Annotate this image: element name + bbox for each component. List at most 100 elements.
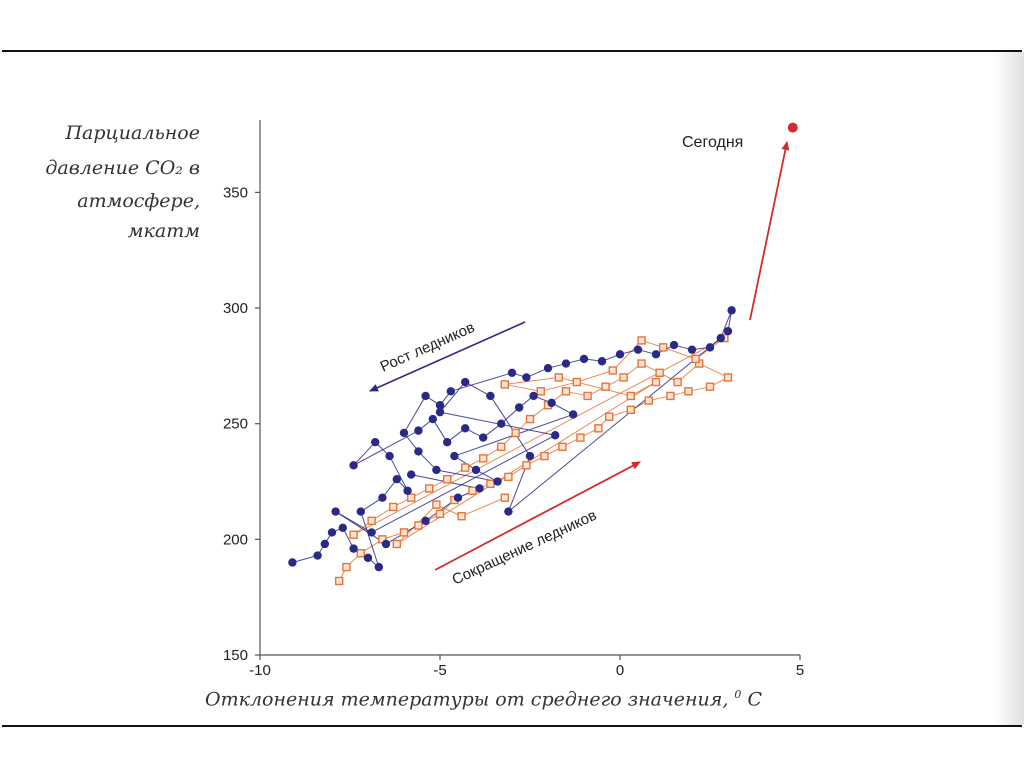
x-tick-label: -5 [433, 662, 446, 679]
orange-data-point [583, 391, 592, 401]
blue-data-point [615, 350, 625, 359]
y-axis-label-line-3: атмосфере, [77, 190, 200, 212]
orange-data-point [479, 454, 488, 463]
orange-data-point [457, 512, 466, 521]
blue-data-point [504, 507, 513, 516]
blue-series-segment [464, 381, 491, 397]
blue-series-segment [439, 381, 466, 413]
blue-series-segment [403, 395, 427, 434]
blue-data-point [561, 359, 571, 368]
blue-data-point [551, 431, 560, 440]
y-tick-label: 300 [223, 300, 248, 317]
orange-series-segment [576, 370, 613, 383]
x-axis-label-degree: 0 [734, 688, 742, 701]
blue-series-segment [720, 310, 733, 339]
blue-series-segment [292, 555, 318, 563]
blue-data-point [453, 493, 463, 502]
orange-data-point [626, 405, 635, 415]
blue-data-point [461, 424, 470, 433]
blue-data-point [421, 391, 430, 401]
x-axis-label: Отклонения температуры от среднего значе… [205, 688, 762, 710]
blue-data-point [407, 470, 416, 479]
orange-data-point [637, 336, 646, 345]
orange-data-point [554, 373, 563, 382]
orange-data-point [644, 396, 653, 405]
blue-data-point [461, 377, 470, 387]
orange-data-point [605, 412, 614, 421]
blue-data-point [727, 306, 736, 315]
blue-series-segment [360, 497, 383, 513]
orange-data-point [497, 442, 506, 452]
blue-data-point [414, 426, 423, 435]
today-point [787, 122, 798, 133]
orange-data-point [723, 373, 733, 382]
glacier-retreat-label: Сокращение ледников [450, 507, 600, 589]
blue-data-point [356, 507, 365, 516]
orange-series-segment [698, 363, 729, 378]
blue-data-point [479, 433, 488, 442]
orange-data-point [540, 451, 549, 461]
blue-data-point [705, 343, 715, 352]
orange-series-segment [558, 376, 631, 397]
orange-data-point [558, 442, 567, 452]
x-axis-label-text: Отклонения температуры от среднего значе… [205, 688, 735, 711]
y-tick-label: 250 [223, 416, 248, 433]
orange-data-point [342, 562, 351, 572]
y-axis-label-line-4: мкатм [127, 220, 200, 242]
blue-data-point [288, 558, 297, 567]
blue-series-segment [353, 430, 419, 466]
orange-data-point [414, 521, 423, 530]
blue-data-point [471, 465, 481, 475]
blue-series-segment [371, 434, 556, 533]
orange-data-point [608, 366, 617, 375]
blue-data-point [497, 419, 506, 428]
orange-data-point [504, 472, 513, 482]
blue-data-point [486, 391, 495, 401]
blue-data-point [633, 345, 643, 354]
x-tick-label: -10 [249, 662, 271, 679]
blue-data-point [525, 451, 535, 461]
orange-data-point [619, 373, 628, 382]
orange-data-point [594, 424, 603, 433]
blue-series-segment [418, 451, 437, 471]
orange-series-segment [504, 383, 541, 392]
orange-data-point [705, 382, 715, 391]
orange-data-point [572, 377, 581, 387]
blue-data-point [507, 368, 517, 378]
blue-data-point [515, 403, 524, 412]
blue-data-point [392, 475, 401, 484]
blue-data-point [414, 447, 423, 456]
blue-data-point [363, 553, 373, 563]
today-arrow [749, 141, 790, 321]
orange-data-point [561, 387, 571, 396]
blue-data-point [687, 345, 697, 354]
slide-frame [2, 50, 1022, 727]
orange-series-segment [504, 376, 559, 385]
blue-data-point [579, 354, 589, 364]
blue-data-point [349, 461, 358, 470]
blue-series-segment [353, 441, 376, 466]
y-tick-label: 150 [223, 647, 248, 664]
orange-data-point [432, 500, 441, 509]
orange-data-point [666, 391, 675, 401]
y-axis-label-line-1: Парциальное [65, 122, 200, 144]
orange-data-point [511, 428, 520, 438]
orange-data-point [356, 549, 365, 558]
blue-data-point [443, 438, 452, 447]
orange-data-point [425, 484, 434, 493]
blue-data-point [475, 484, 484, 493]
blue-data-point [547, 398, 556, 408]
orange-series-segment [353, 337, 725, 536]
orange-data-point [392, 539, 401, 549]
orange-data-point [468, 486, 477, 495]
blue-data-point [367, 528, 376, 537]
orange-data-point [486, 479, 495, 489]
y-tick-label: 350 [223, 184, 248, 201]
blue-data-point [522, 373, 531, 382]
orange-data-point [536, 387, 545, 396]
orange-data-point [651, 377, 661, 387]
blue-data-point [349, 544, 358, 553]
orange-data-point [601, 382, 610, 391]
orange-data-point [407, 493, 416, 502]
orange-data-point [399, 528, 409, 537]
